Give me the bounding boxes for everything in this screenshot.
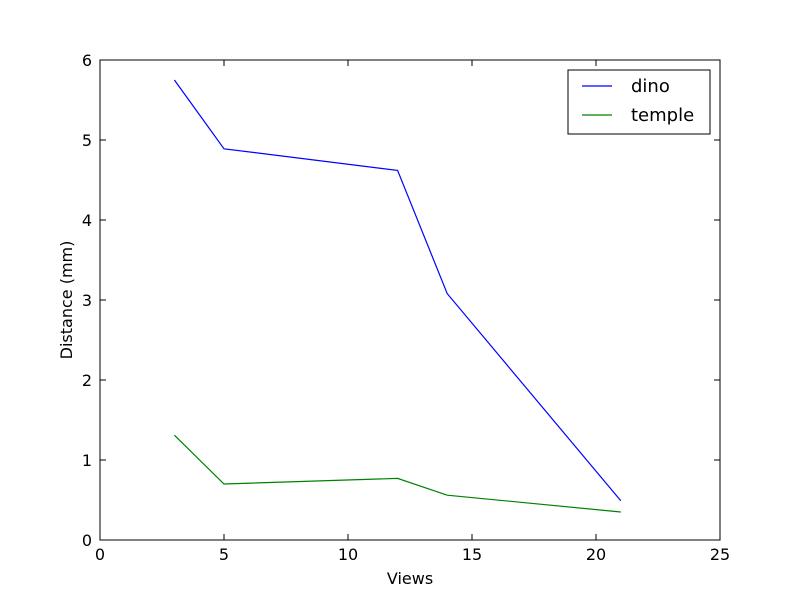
y-tick-label: 3 xyxy=(82,291,92,310)
y-tick-label: 2 xyxy=(82,371,92,390)
y-tick-label: 4 xyxy=(82,211,92,230)
y-tick-label: 1 xyxy=(82,451,92,470)
series-line xyxy=(173,434,621,513)
x-axis-label: Views xyxy=(387,569,433,588)
y-tick-label: 6 xyxy=(82,51,92,70)
y-tick-label: 5 xyxy=(82,131,92,150)
series-line xyxy=(173,79,622,502)
legend xyxy=(567,69,711,135)
legend-label: dino xyxy=(631,76,670,97)
x-tick-label: 5 xyxy=(219,545,229,564)
x-tick-label: 20 xyxy=(586,545,606,564)
legend-label: temple xyxy=(631,105,694,126)
x-tick-label: 10 xyxy=(338,545,358,564)
plot-area xyxy=(99,59,721,541)
x-tick-label: 15 xyxy=(462,545,482,564)
y-tick-label: 0 xyxy=(82,531,92,550)
y-axis-label: Distance (mm) xyxy=(57,241,76,360)
x-tick-label: 25 xyxy=(710,545,730,564)
x-tick-label: 0 xyxy=(95,545,105,564)
